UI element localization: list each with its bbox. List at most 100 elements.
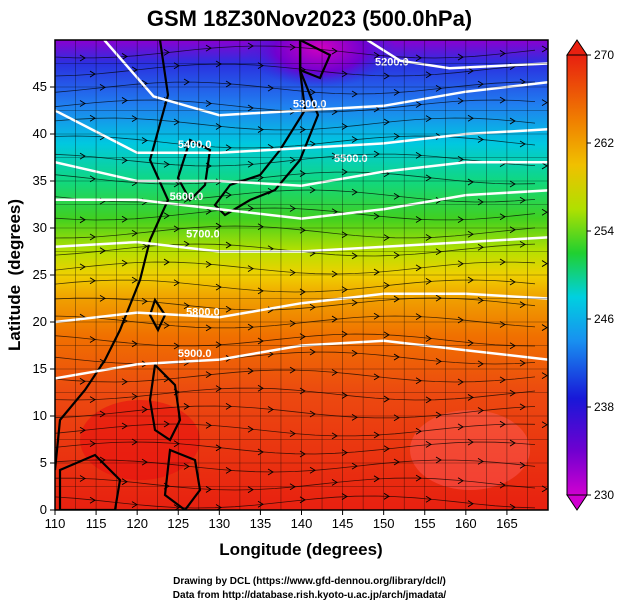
streamline-arrow bbox=[163, 49, 170, 56]
streamline-arrow bbox=[425, 396, 432, 404]
streamline-arrow bbox=[89, 114, 96, 122]
streamline bbox=[55, 387, 536, 401]
y-tick-label: 15 bbox=[33, 361, 47, 376]
coastline-luzon bbox=[148, 362, 182, 442]
streamline-arrow bbox=[341, 231, 348, 239]
streamline-arrow bbox=[383, 234, 390, 242]
streamline-arrow bbox=[499, 376, 506, 384]
streamline-arrow bbox=[519, 196, 526, 204]
streamline-arrow bbox=[205, 207, 212, 215]
y-tick-label: 30 bbox=[33, 220, 47, 235]
streamline-arrow bbox=[477, 360, 484, 368]
streamline-arrow bbox=[499, 96, 506, 104]
streamline-arrow bbox=[393, 89, 400, 96]
streamline-arrow bbox=[415, 101, 422, 108]
streamline-arrow bbox=[309, 303, 316, 311]
streamline bbox=[55, 135, 536, 149]
chart-title: GSM 18Z30Nov2023 (500.0hPa) bbox=[146, 6, 473, 31]
streamline-arrow bbox=[383, 281, 390, 289]
streamline-arrow bbox=[331, 47, 338, 55]
streamline-arrow bbox=[467, 114, 474, 122]
streamline bbox=[55, 369, 536, 383]
colorbar-bottom-arrow bbox=[566, 494, 588, 511]
streamline-arrow bbox=[183, 462, 190, 470]
x-axis-ticks: 110 115 120 125 130 135 140 145 150 155 160 165 bbox=[45, 510, 518, 531]
y-tick-label: 20 bbox=[33, 314, 47, 329]
streamline-arrow bbox=[215, 444, 222, 452]
streamline-arrow bbox=[415, 54, 422, 62]
streamline-arrow bbox=[225, 467, 232, 474]
colorbar-tick-label: 238 bbox=[594, 400, 614, 414]
streamline-arrow bbox=[341, 168, 348, 176]
streamline-arrow bbox=[373, 150, 380, 158]
streamline-arrow bbox=[541, 99, 548, 106]
streamline-arrow bbox=[205, 421, 212, 429]
streamline-arrow bbox=[215, 123, 222, 130]
streamline-arrow bbox=[331, 369, 338, 376]
x-tick-label: 140 bbox=[291, 516, 313, 531]
streamline-arrow bbox=[457, 260, 464, 268]
streamline-arrow bbox=[457, 423, 464, 431]
streamline-arrow bbox=[89, 396, 96, 403]
streamline-arrow bbox=[121, 156, 128, 164]
streamline-arrow bbox=[121, 97, 128, 104]
streamline-arrow bbox=[247, 265, 254, 273]
streamline-arrow bbox=[289, 320, 296, 327]
streamline-arrow bbox=[435, 84, 442, 92]
contour-label: 5500.0 bbox=[334, 153, 368, 165]
streamline-arrow bbox=[121, 259, 128, 267]
y-tick-label: 35 bbox=[33, 173, 47, 188]
streamline-arrow bbox=[121, 422, 128, 430]
streamline-arrow bbox=[141, 242, 148, 250]
streamline-arrow bbox=[257, 384, 264, 392]
streamline-arrow bbox=[467, 230, 474, 238]
streamline-arrow bbox=[373, 268, 380, 276]
streamline-arrow bbox=[289, 366, 296, 374]
contour-label: 5400.0 bbox=[178, 139, 212, 151]
streamline-arrow bbox=[415, 474, 422, 482]
streamline-arrow bbox=[309, 88, 316, 96]
streamline-arrow bbox=[541, 162, 548, 170]
streamline-arrow bbox=[351, 462, 358, 470]
colorbar-tick-label: 254 bbox=[594, 224, 614, 238]
streamline-arrow bbox=[331, 315, 338, 323]
streamline-arrow bbox=[477, 243, 484, 251]
streamline-arrow bbox=[457, 378, 464, 386]
x-tick-label: 120 bbox=[126, 516, 148, 531]
streamline-arrow bbox=[163, 212, 170, 220]
grid bbox=[54, 39, 549, 511]
streamline-arrow bbox=[393, 295, 400, 303]
streamline-arrow bbox=[425, 495, 432, 503]
streamline-arrow bbox=[99, 83, 106, 91]
streamline-arrow bbox=[351, 299, 358, 307]
streamline-arrow bbox=[247, 425, 254, 433]
warm-patch-west bbox=[80, 400, 200, 480]
streamline-arrow bbox=[373, 431, 380, 439]
streamline-arrow bbox=[383, 331, 390, 339]
streamline-arrow bbox=[467, 276, 474, 284]
y-tick-label: 25 bbox=[33, 267, 47, 282]
streamline-arrow bbox=[383, 118, 390, 126]
streamline bbox=[55, 153, 536, 167]
streamline-arrow bbox=[141, 137, 148, 144]
streamline-arrow bbox=[351, 252, 358, 260]
streamline-arrow bbox=[351, 90, 358, 98]
streamline-arrow bbox=[141, 297, 148, 305]
streamline-arrow bbox=[225, 144, 232, 152]
streamline bbox=[55, 243, 536, 257]
streamline-arrow bbox=[435, 294, 442, 302]
streamline-arrow bbox=[79, 152, 86, 160]
credit-line-dcl: Drawing by DCL (https://www.gfd-dennou.o… bbox=[173, 576, 446, 587]
streamline-arrow bbox=[257, 287, 264, 295]
y-tick-label: 0 bbox=[40, 502, 47, 517]
streamline-arrow bbox=[341, 70, 348, 78]
x-tick-label: 115 bbox=[86, 516, 107, 531]
streamline-arrow bbox=[415, 427, 422, 435]
contour-label: 5300.0 bbox=[293, 99, 327, 111]
streamline-arrow bbox=[373, 312, 380, 320]
colorbar-top-arrow bbox=[566, 39, 588, 56]
streamline-arrow bbox=[541, 324, 548, 331]
streamline-arrow bbox=[267, 468, 274, 476]
streamline-arrow bbox=[89, 440, 96, 448]
